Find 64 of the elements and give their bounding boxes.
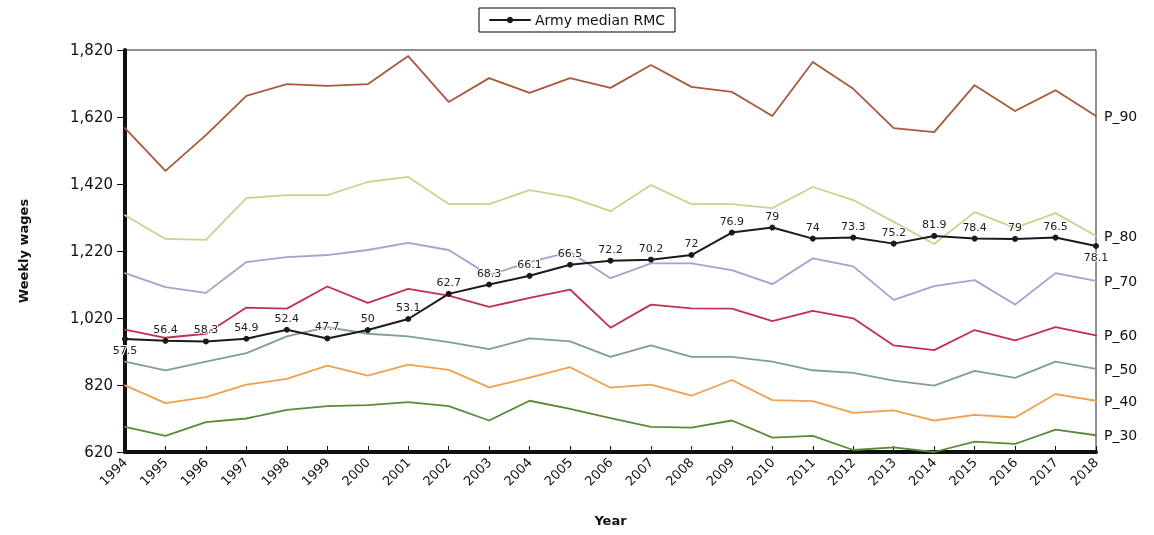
annotation: 56.4: [153, 322, 178, 336]
y-tick-label: 1,820: [70, 41, 113, 59]
point: [364, 327, 371, 334]
point: [283, 326, 290, 333]
point: [1012, 235, 1019, 242]
line-series: [124, 363, 1097, 422]
point: [809, 235, 816, 242]
annotation: 79: [1008, 220, 1023, 234]
y-tick-label: 1,220: [70, 242, 113, 260]
annotation: 72.2: [598, 242, 623, 256]
point: [202, 338, 209, 345]
point: [243, 335, 250, 342]
point: [971, 235, 978, 242]
point: [728, 229, 735, 236]
annotation: 68.3: [476, 266, 502, 280]
point: [850, 234, 857, 241]
series-label: P_40: [1104, 392, 1138, 409]
annotation: 66.1: [517, 257, 542, 271]
series-label: P_30: [1104, 427, 1138, 444]
y-axis-title: Weekly wages: [16, 198, 31, 304]
series-label: P_90: [1104, 108, 1138, 124]
annotation: 76.5: [1043, 219, 1068, 233]
point: [486, 281, 493, 288]
annotation: 66.5: [557, 246, 583, 260]
y-tick-label: 1,020: [70, 309, 113, 327]
y-tick-label: 1,420: [70, 175, 113, 193]
y-tick-label: 620: [84, 443, 113, 461]
annotation: 50: [360, 312, 375, 326]
point: [647, 256, 654, 263]
annotation: 62.7: [436, 275, 461, 289]
point: [445, 290, 452, 297]
point: [162, 337, 169, 344]
point: [931, 232, 938, 239]
series-label: P_80: [1104, 227, 1138, 244]
y-tick-label: 1,620: [70, 108, 113, 126]
annotation: 75.2: [881, 225, 906, 239]
annotation: 70.2: [638, 241, 664, 255]
series-label: P_50: [1104, 360, 1138, 377]
annotation: 72: [684, 237, 699, 251]
line-series: [124, 55, 1097, 172]
point: [890, 240, 897, 247]
annotation: 76.9: [719, 214, 745, 228]
annotation: 54.9: [234, 320, 259, 334]
annotation: 53.1: [395, 301, 421, 315]
annotation: 78.4: [962, 220, 987, 234]
annotation: 73.3: [841, 219, 866, 233]
series-label: P_60: [1104, 327, 1138, 344]
point: [607, 257, 614, 264]
point: [405, 316, 412, 322]
annotation: 78.1: [1083, 250, 1109, 264]
point: [567, 261, 574, 268]
line-series: [124, 176, 1097, 245]
point: [688, 252, 695, 259]
series-label: P_70: [1104, 272, 1138, 289]
annotation: 74: [805, 220, 820, 234]
annotation: 79: [765, 209, 780, 223]
point: [1093, 242, 1099, 249]
point: [526, 272, 533, 279]
x-axis-title: Year: [593, 513, 628, 528]
annotation: 81.9: [921, 217, 947, 231]
point: [122, 336, 128, 343]
legend-label: Army median RMC: [535, 12, 666, 28]
y-tick-label: 820: [84, 376, 113, 394]
annotation: 52.4: [274, 311, 300, 325]
